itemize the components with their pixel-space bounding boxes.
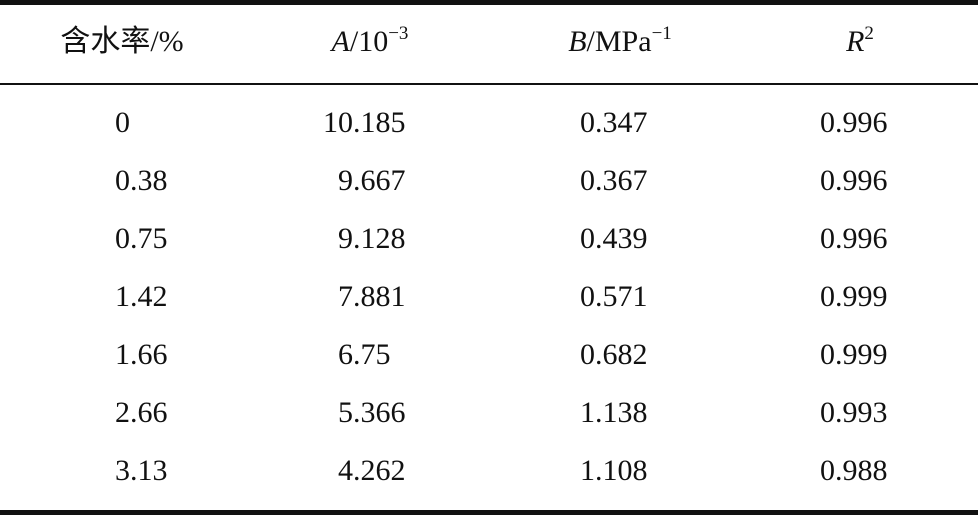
header-rest: /10 (349, 25, 389, 58)
table-cell: 0.571 (580, 280, 648, 313)
header-var: B (568, 25, 587, 58)
header-cell: B/MPa−1 (500, 22, 740, 62)
header-rule (0, 83, 978, 85)
table-cell: 9.667 (338, 164, 406, 197)
header-rest: /MPa (586, 25, 652, 58)
header-sup: 2 (864, 23, 874, 44)
table-cell: 1.42 (115, 280, 168, 313)
header-cell: R2 (740, 22, 978, 62)
table-cell: 0.439 (580, 222, 648, 255)
table-cell: 0 (115, 106, 130, 139)
table-cell: 6.75 (338, 338, 391, 371)
table-cell: 4.262 (338, 454, 406, 487)
header-cell: 含水率/% (2, 22, 242, 62)
table-cell: 3.13 (115, 454, 168, 487)
table-cell: 0.996 (820, 106, 888, 139)
bottom-rule (0, 510, 978, 515)
header-cell: A/10−3 (250, 22, 490, 62)
header-rest: 含水率/% (60, 25, 184, 58)
table-cell: 0.988 (820, 454, 888, 487)
table-cell: 0.367 (580, 164, 648, 197)
table-cell: 10.185 (323, 106, 406, 139)
table-cell: 0.75 (115, 222, 168, 255)
table-cell: 9.128 (338, 222, 406, 255)
table-cell: 1.108 (580, 454, 648, 487)
header-var: A (331, 25, 350, 58)
table-cell: 0.996 (820, 164, 888, 197)
table-cell: 0.999 (820, 338, 888, 371)
table-cell: 0.347 (580, 106, 648, 139)
table-cell: 5.366 (338, 396, 406, 429)
table-cell: 2.66 (115, 396, 168, 429)
table-cell: 0.996 (820, 222, 888, 255)
table-cell: 0.38 (115, 164, 168, 197)
table-cell: 1.66 (115, 338, 168, 371)
header-var: R (846, 25, 865, 58)
header-sup: −1 (651, 23, 672, 44)
table-cell: 0.993 (820, 396, 888, 429)
top-rule (0, 0, 978, 5)
header-sup: −3 (388, 23, 409, 44)
table-cell: 0.999 (820, 280, 888, 313)
table-cell: 7.881 (338, 280, 406, 313)
table-cell: 0.682 (580, 338, 648, 371)
table-cell: 1.138 (580, 396, 648, 429)
